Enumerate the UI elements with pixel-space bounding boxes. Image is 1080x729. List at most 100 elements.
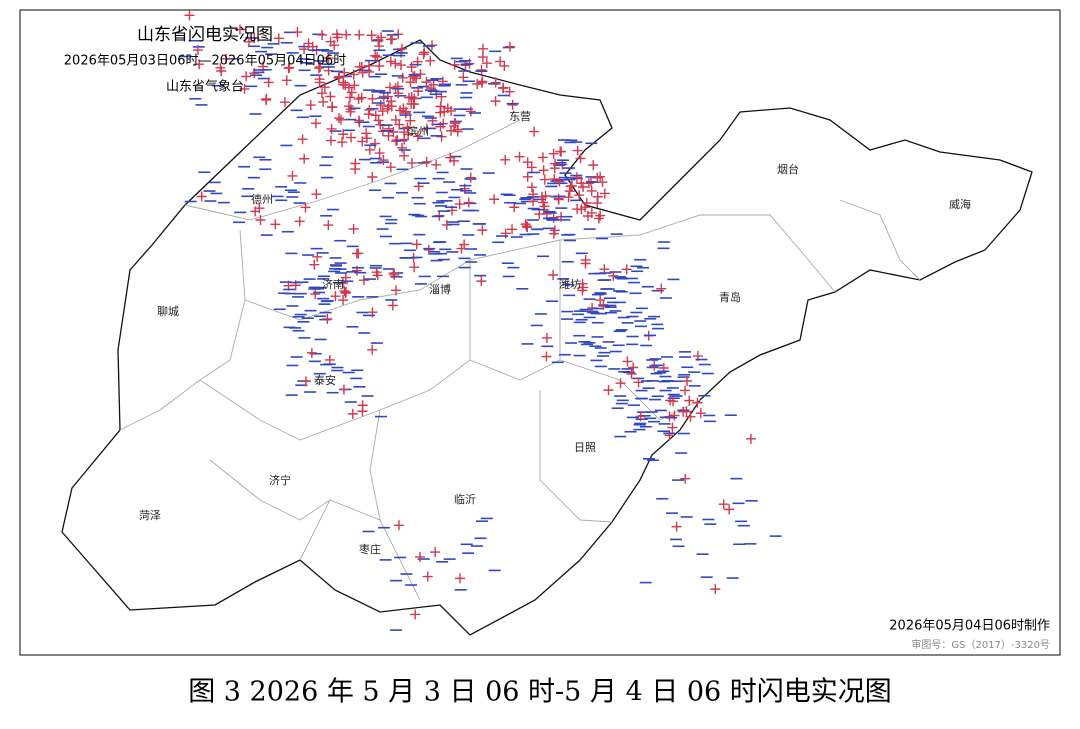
agency: 山东省气象台 xyxy=(166,79,244,95)
positive-strike xyxy=(370,110,381,121)
positive-strike xyxy=(306,347,317,358)
positive-strike xyxy=(325,135,336,146)
city-label: 淄博 xyxy=(429,283,451,296)
positive-strike xyxy=(300,202,311,213)
positive-strike xyxy=(385,162,396,173)
positive-strike xyxy=(393,88,404,99)
positive-strike xyxy=(592,198,603,209)
positive-strike xyxy=(349,80,360,91)
positive-strike xyxy=(435,121,446,132)
positive-strike xyxy=(593,213,604,224)
positive-strike xyxy=(316,88,327,99)
positive-strike xyxy=(500,154,511,165)
positive-strike xyxy=(378,155,389,166)
positive-strike xyxy=(327,102,338,113)
positive-strike xyxy=(357,406,368,417)
positive-strike xyxy=(581,197,592,208)
positive-strike xyxy=(538,197,549,208)
positive-strike xyxy=(334,71,345,82)
positive-strike xyxy=(477,225,488,236)
positive-strike xyxy=(454,199,465,210)
positive-strike xyxy=(526,182,537,193)
positive-strike xyxy=(406,157,417,168)
positive-strike xyxy=(386,96,397,107)
positive-strike xyxy=(239,83,250,94)
positive-strike xyxy=(436,91,447,102)
positive-strike xyxy=(364,104,375,115)
positive-strike xyxy=(319,82,330,93)
positive-strike xyxy=(456,243,467,254)
positive-strike xyxy=(389,269,400,280)
positive-strike xyxy=(314,74,325,85)
positive-strike xyxy=(490,77,501,88)
positive-strike xyxy=(595,295,606,306)
positive-strike xyxy=(363,60,374,71)
positive-strike xyxy=(335,114,346,125)
positive-strike xyxy=(566,180,577,191)
positive-strike xyxy=(678,406,689,417)
positive-strike xyxy=(313,63,324,74)
positive-strike xyxy=(340,288,351,299)
city-label: 青岛 xyxy=(719,290,741,304)
positive-strike xyxy=(395,60,406,71)
positive-strike xyxy=(364,144,375,155)
positive-strike xyxy=(410,609,421,620)
positive-strike xyxy=(425,55,436,66)
positive-strike xyxy=(504,41,515,52)
positive-strike xyxy=(357,67,368,78)
positive-strike xyxy=(418,49,429,60)
positive-strike xyxy=(377,106,388,117)
lightning-marks xyxy=(179,10,782,631)
caption: 图 3 2026 年 5 月 3 日 06 时-5 月 4 日 06 时闪电实况… xyxy=(188,677,892,708)
positive-strike xyxy=(270,219,281,230)
positive-strike xyxy=(348,69,359,80)
positive-strike xyxy=(331,29,342,40)
positive-strike xyxy=(367,93,378,104)
positive-strike xyxy=(325,91,336,102)
positive-strike xyxy=(574,190,585,201)
positive-strike xyxy=(297,134,308,145)
positive-strike xyxy=(241,71,252,82)
positive-strike xyxy=(263,77,274,88)
positive-strike xyxy=(745,433,756,444)
positive-strike xyxy=(507,99,518,110)
positive-strike xyxy=(323,220,334,231)
positive-strike xyxy=(303,38,314,49)
period: 2026年05月03日06时—2026年05月04日06时 xyxy=(64,54,346,69)
positive-strike xyxy=(664,411,675,422)
positive-strike xyxy=(541,332,552,343)
positive-strike xyxy=(582,210,593,221)
positive-strike xyxy=(449,59,460,70)
positive-strike xyxy=(305,100,316,111)
positive-strike xyxy=(339,286,350,297)
positive-strike xyxy=(595,171,606,182)
map-title: 山东省闪电实况图 xyxy=(137,25,273,45)
city-label: 烟台 xyxy=(777,162,799,176)
positive-strike xyxy=(555,146,566,157)
positive-strike xyxy=(490,96,501,107)
positive-strike xyxy=(463,197,474,208)
positive-strike xyxy=(628,362,639,373)
positive-strike xyxy=(395,105,406,116)
positive-strike xyxy=(215,62,226,73)
positive-strike xyxy=(572,145,583,156)
positive-strike xyxy=(603,385,614,396)
positive-strike xyxy=(397,72,408,83)
positive-strike xyxy=(194,59,205,70)
positive-strike xyxy=(633,377,644,388)
positive-strike xyxy=(724,504,735,515)
positive-strike xyxy=(540,190,551,201)
positive-strike xyxy=(537,152,548,163)
made-time: 2026年05月04日06时制作 xyxy=(889,619,1050,634)
positive-strike xyxy=(549,174,560,185)
positive-strike xyxy=(571,172,582,183)
positive-strike xyxy=(520,219,531,230)
positive-strike xyxy=(405,77,416,88)
positive-strike xyxy=(431,159,442,170)
positive-strike xyxy=(667,422,678,433)
positive-strike xyxy=(184,10,195,21)
positive-strike xyxy=(317,29,328,40)
positive-strike xyxy=(576,178,587,189)
positive-strike xyxy=(323,53,334,64)
positive-strike xyxy=(621,264,632,275)
